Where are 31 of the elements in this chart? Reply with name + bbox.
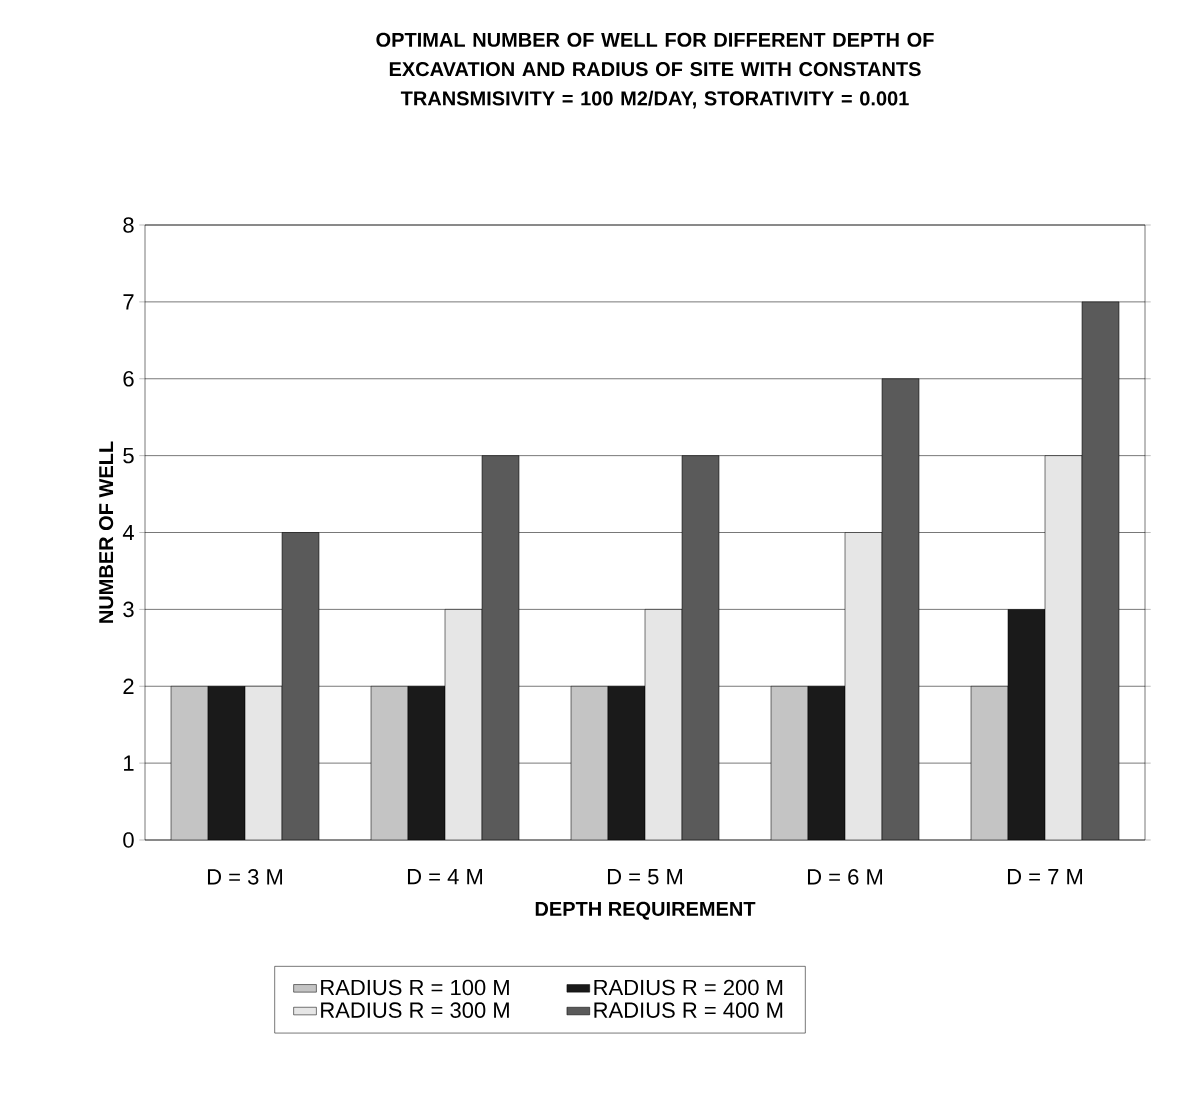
- x-axis-title: DEPTH REQUIREMENT: [535, 901, 756, 920]
- y-tick-label: 0: [123, 832, 134, 848]
- bar: [807, 685, 846, 840]
- bar: [444, 609, 483, 840]
- x-tick-label: D = 6 M: [807, 869, 882, 885]
- bar: [644, 609, 683, 840]
- bar: [1044, 455, 1083, 840]
- y-tick-label: 3: [123, 601, 134, 618]
- x-tick-label: D = 5 M: [607, 869, 682, 885]
- y-tick-label: 5: [123, 447, 134, 464]
- legend-label: RADIUS R = 100 M: [321, 979, 509, 996]
- bar: [244, 685, 283, 840]
- x-tick-label: D = 4 M: [407, 869, 482, 885]
- bar: [844, 532, 883, 840]
- legend-label: RADIUS R = 200 M: [594, 979, 783, 996]
- y-tick-label: 4: [122, 524, 134, 541]
- y-axis-title: NUMBER OF WELL: [99, 441, 114, 623]
- bar: [1007, 609, 1046, 840]
- x-tick-label: D = 3 M: [207, 869, 282, 885]
- bar: [407, 685, 446, 840]
- chart-title: OPTIMAL NUMBER OF WELL FOR DIFFERENT DEPTH OF EXCAVATION AND RADIUS OF SITE WITH CONSTANTS TRANSMISIVITY = 100 M2/DAY, STORATIVITY = 0.001: [376, 32, 934, 109]
- y-tick-label: 1: [124, 755, 134, 771]
- legend-label: RADIUS R = 300 M: [321, 1002, 509, 1018]
- x-tick-label: D = 7 M: [1007, 869, 1082, 885]
- bar: [207, 685, 246, 840]
- y-tick-label: 2: [123, 678, 134, 694]
- y-tick-label: 6: [123, 370, 134, 387]
- y-tick-label: 7: [123, 294, 134, 310]
- y-tick-label: 8: [123, 217, 134, 233]
- legend-label: RADIUS R = 400 M: [594, 1002, 783, 1018]
- bar: [607, 685, 646, 840]
